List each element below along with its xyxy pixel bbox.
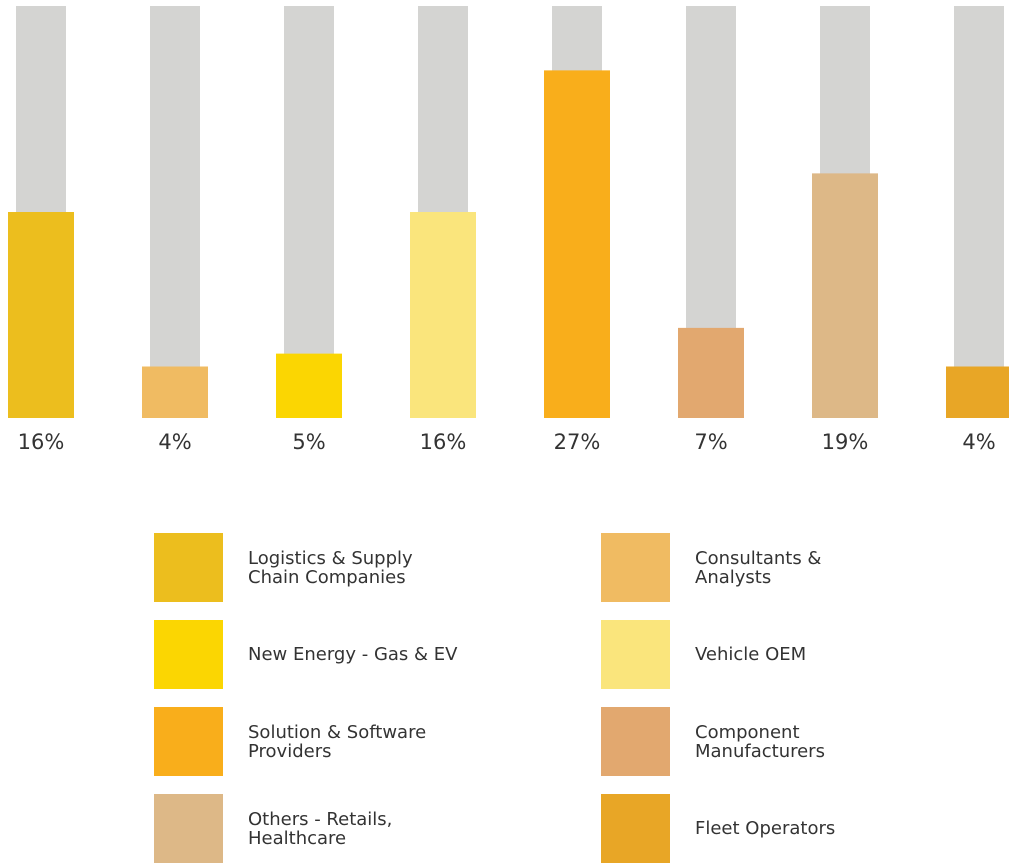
legend-label: Solution & Software Providers xyxy=(248,721,427,762)
bar-track xyxy=(150,6,200,418)
legend-label: Consultants & Analysts xyxy=(695,547,822,588)
legend-item: Solution & Software Providers xyxy=(154,707,574,776)
legend-item: Consultants & Analysts xyxy=(601,533,1009,602)
legend-label: Fleet Operators xyxy=(695,818,836,839)
value-label: 7% xyxy=(694,430,727,454)
bar xyxy=(142,366,208,418)
legend-swatch xyxy=(154,794,223,863)
value-label: 16% xyxy=(420,430,467,454)
bar xyxy=(544,70,610,418)
legend-label: Vehicle OEM xyxy=(695,644,807,665)
legend-swatch xyxy=(154,620,223,689)
value-label: 16% xyxy=(18,430,65,454)
legend-item: Vehicle OEM xyxy=(601,620,1009,689)
legend-label: New Energy - Gas & EV xyxy=(248,644,458,665)
bar xyxy=(678,327,744,418)
legend-item: New Energy - Gas & EV xyxy=(154,620,574,689)
legend-item: Others - Retails, Healthcare xyxy=(154,794,574,863)
legend-item: Component Manufacturers xyxy=(601,707,1009,776)
value-label: 5% xyxy=(292,430,325,454)
legend-label: Logistics & Supply Chain Companies xyxy=(248,547,413,588)
bar xyxy=(812,173,878,418)
legend-swatch xyxy=(154,707,223,776)
value-label: 19% xyxy=(822,430,869,454)
bar xyxy=(8,212,74,418)
value-label: 27% xyxy=(554,430,601,454)
bar xyxy=(276,353,342,418)
legend-item: Fleet Operators xyxy=(601,794,1009,863)
legend-label: Others - Retails, Healthcare xyxy=(248,808,393,849)
legend-swatch xyxy=(154,533,223,602)
chart: 16% 4% 5% 16% 27% 7% 19% 4% xyxy=(8,6,1009,454)
legend-label: Component Manufacturers xyxy=(695,721,825,762)
legend-swatch xyxy=(601,533,670,602)
legend-item: Logistics & Supply Chain Companies xyxy=(154,533,574,602)
legend-swatch xyxy=(601,794,670,863)
legend-swatch xyxy=(601,620,670,689)
value-label: 4% xyxy=(158,430,191,454)
bar-track xyxy=(954,6,1004,418)
bar-track xyxy=(284,6,334,418)
value-label: 4% xyxy=(962,430,995,454)
bar xyxy=(946,366,1009,418)
bar xyxy=(410,212,476,418)
legend-swatch xyxy=(601,707,670,776)
